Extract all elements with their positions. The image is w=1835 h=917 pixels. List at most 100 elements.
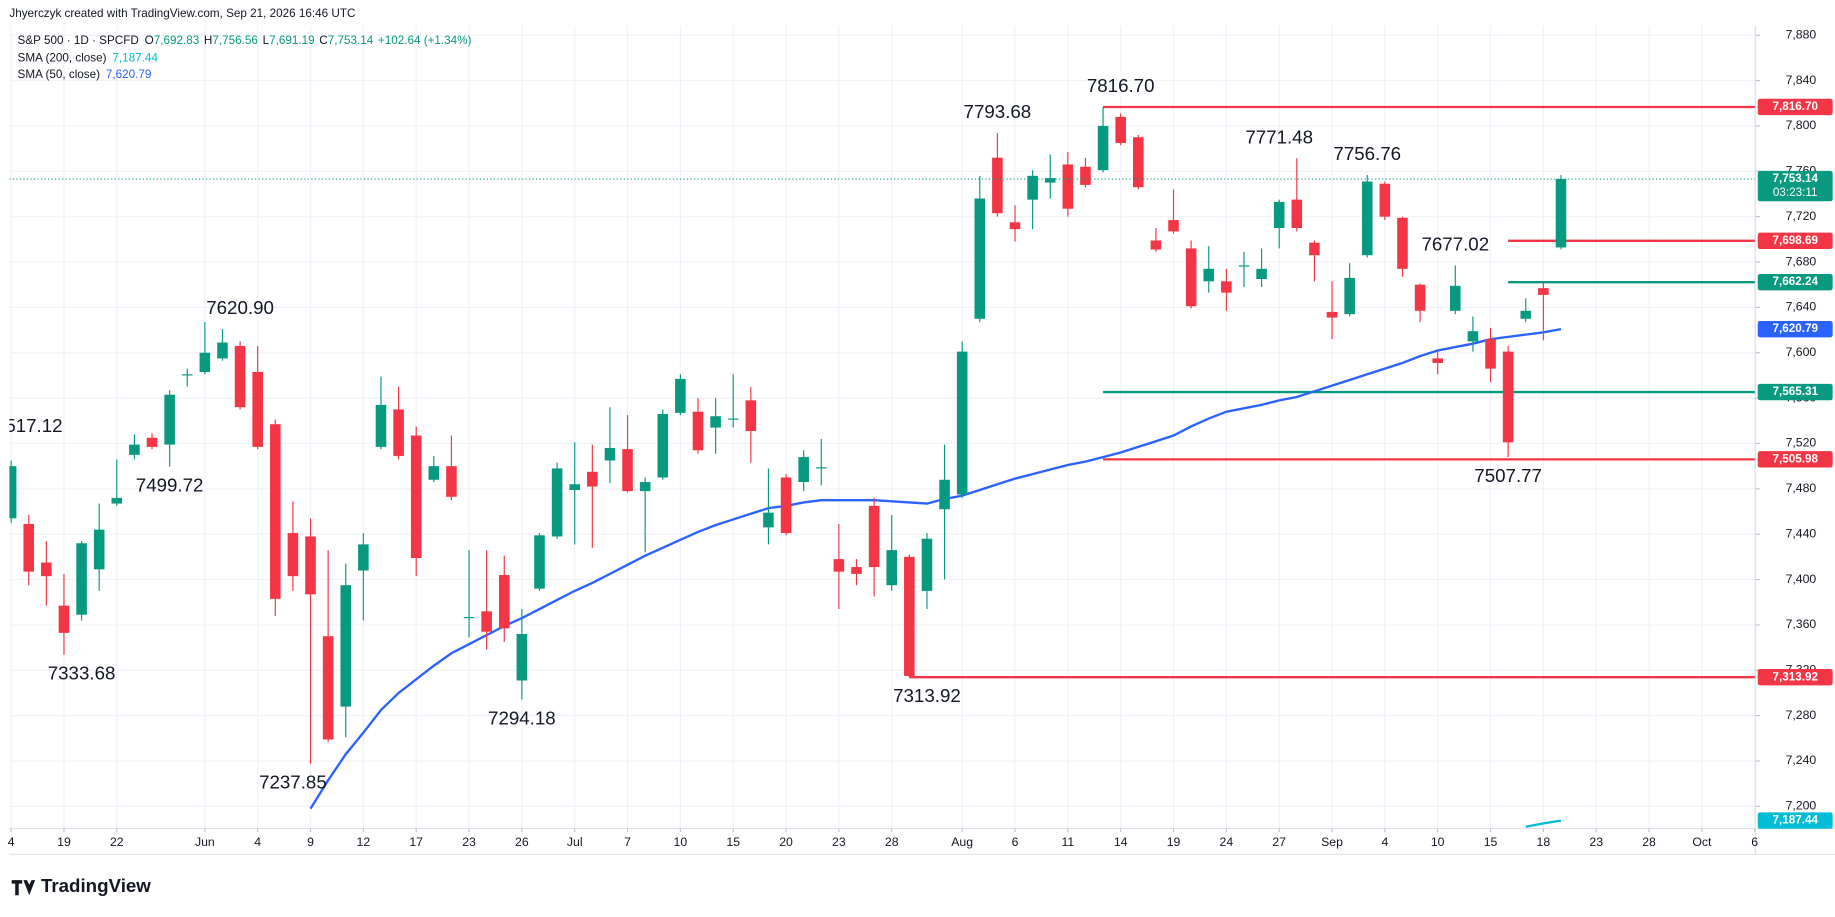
- x-tick-label: Jun: [195, 835, 215, 849]
- price-note: 7756.76: [1333, 143, 1401, 164]
- x-tick-label: 9: [307, 835, 314, 849]
- candle-body: [886, 550, 898, 586]
- candle-body: [164, 394, 175, 445]
- x-tick-label: 12: [357, 835, 371, 849]
- x-tick-label: 17: [409, 835, 423, 849]
- level-tag-label: 7,505.98: [1772, 452, 1818, 465]
- candle-body: [1414, 284, 1426, 311]
- logo-icon: [11, 880, 36, 896]
- candle-body: [322, 636, 334, 740]
- x-tick-label: Aug: [951, 835, 973, 849]
- price-note: 7793.68: [964, 101, 1032, 122]
- candle-body: [956, 351, 968, 495]
- candle-body: [745, 400, 757, 431]
- candle-body: [1009, 222, 1021, 230]
- candle-body: [1309, 242, 1320, 256]
- x-tick-label: 26: [515, 835, 529, 849]
- x-tick-label: 7: [624, 835, 631, 849]
- price-note: 7313.92: [893, 685, 961, 706]
- y-tick-label: 7,800: [1786, 118, 1817, 132]
- candle-body: [1538, 288, 1549, 295]
- candle-body: [446, 466, 457, 497]
- x-tick-label: 28: [1642, 835, 1656, 849]
- candle-body: [393, 409, 404, 456]
- candle-body: [534, 535, 545, 589]
- ohlc-key: L: [263, 34, 270, 47]
- candle-body: [410, 435, 422, 559]
- candle-body: [1502, 351, 1514, 443]
- candle-body: [146, 437, 158, 447]
- candle-body: [340, 585, 352, 707]
- candle-body: [675, 378, 686, 413]
- candle-body: [868, 505, 880, 568]
- x-tick-label: 4: [254, 835, 261, 849]
- x-tick-label: 6: [1751, 835, 1758, 849]
- x-tick-label: 6: [1012, 835, 1019, 849]
- x-tick-label: 4: [1381, 835, 1388, 849]
- candle-body: [9, 466, 17, 519]
- candle-body: [1150, 240, 1162, 250]
- candle-body: [1326, 311, 1338, 318]
- candle-body: [1115, 116, 1126, 143]
- candle-body: [780, 477, 792, 534]
- y-tick-label: 7,200: [1786, 799, 1817, 813]
- candle-body: [23, 523, 35, 572]
- level-tag: [1757, 451, 1833, 468]
- brand-logo: TradingView: [11, 875, 151, 896]
- x-tick-label: 11: [1061, 835, 1074, 849]
- candle-body: [375, 404, 387, 447]
- candle-body: [904, 556, 915, 676]
- ohlc-key: C: [319, 34, 327, 47]
- price-note: 7677.02: [1421, 233, 1489, 254]
- candle-body: [657, 413, 669, 478]
- price-note: 7237.85: [259, 771, 327, 792]
- candle-body: [1097, 125, 1109, 171]
- candle-body: [1467, 331, 1479, 342]
- ohlc-value: 7,753.14: [328, 34, 374, 47]
- ohlc-value: 7,756.56: [212, 34, 257, 47]
- candle-body: [428, 466, 440, 480]
- candle-body: [1361, 181, 1373, 256]
- candle-body: [1379, 183, 1391, 217]
- candle-body: [129, 444, 140, 455]
- x-tick-label: 23: [462, 835, 476, 849]
- y-tick-label: 7,240: [1786, 753, 1817, 767]
- candle-body: [1133, 137, 1144, 188]
- change: +102.64 (+1.34%): [378, 34, 472, 47]
- candle-body: [622, 449, 633, 492]
- symbol: S&P 500 · 1D · SPCFD: [18, 34, 139, 47]
- candle-body: [1450, 285, 1461, 311]
- level-tag-label: 7,816.70: [1772, 100, 1818, 113]
- candle-body: [516, 633, 528, 681]
- candle-body: [1291, 199, 1303, 228]
- axes: 7,2007,2407,2807,3207,3607,4007,4407,480…: [8, 27, 1833, 849]
- y-tick-label: 7,280: [1786, 708, 1817, 722]
- candle-body: [305, 536, 316, 595]
- candle-body: [692, 411, 704, 451]
- candle-body: [710, 416, 721, 428]
- legend-value: 7,187.44: [112, 52, 158, 65]
- candle-body: [58, 605, 70, 633]
- x-tick-label: 15: [726, 835, 740, 849]
- price-note: 7499.72: [136, 474, 204, 495]
- x-tick-label: 28: [885, 835, 899, 849]
- level-tag: [1757, 232, 1833, 250]
- candle-body: [41, 562, 52, 577]
- sma-tag: [1757, 320, 1833, 338]
- y-tick-label: 7,720: [1786, 209, 1817, 223]
- x-tick-label: 15: [1484, 835, 1498, 849]
- candle-body: [199, 352, 211, 373]
- x-tick-label: 23: [1589, 835, 1603, 849]
- candle-body: [463, 616, 475, 619]
- candle-body: [833, 559, 845, 572]
- x-tick-label: Oct: [1692, 835, 1712, 849]
- grid: [9, 25, 1756, 829]
- candle-body: [1185, 248, 1197, 307]
- price-note: 7771.48: [1245, 126, 1313, 147]
- y-tick-label: 7,400: [1786, 572, 1817, 586]
- level-tag: [1757, 383, 1833, 401]
- candle-body: [569, 484, 580, 490]
- ohlc-key: O: [145, 34, 154, 47]
- y-tick-label: 7,600: [1786, 345, 1817, 359]
- ohlc-value: 7,691.19: [269, 34, 315, 47]
